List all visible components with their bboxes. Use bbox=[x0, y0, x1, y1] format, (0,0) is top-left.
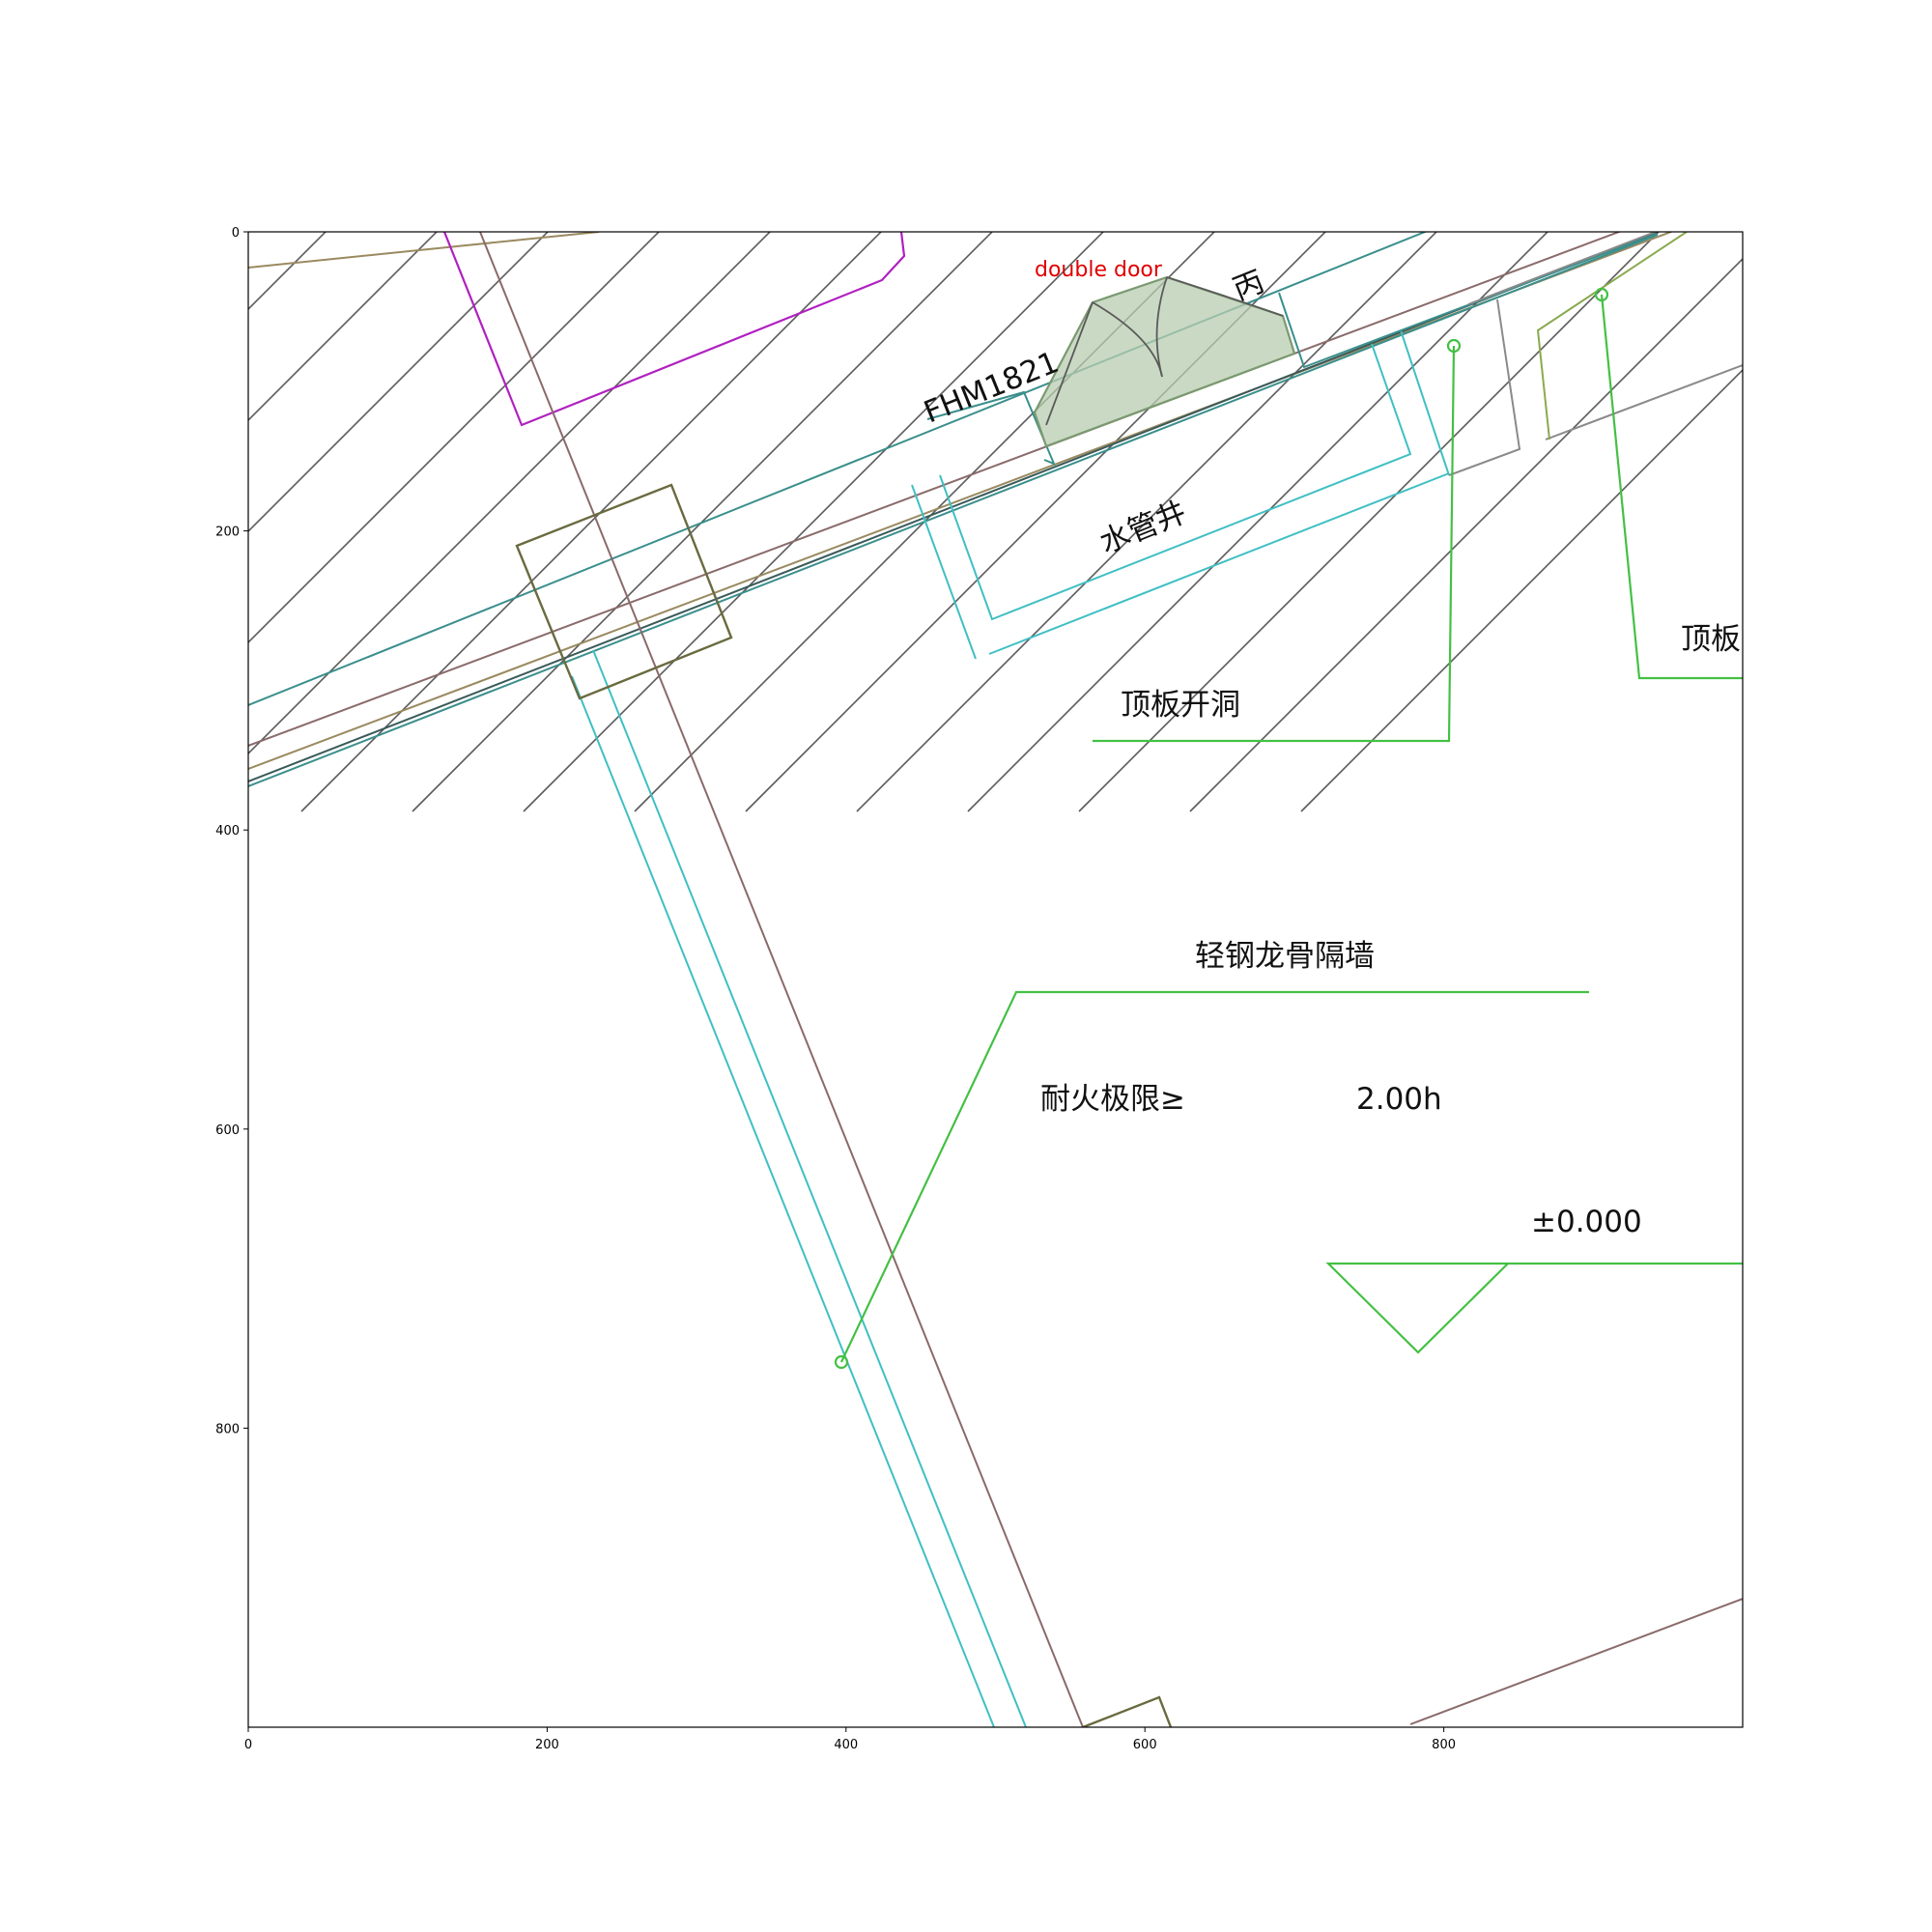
wall-hatch-lines bbox=[248, 232, 1743, 812]
hatch-line bbox=[248, 232, 661, 644]
x-tick-label: 600 bbox=[1133, 1738, 1157, 1752]
elevation-triangle bbox=[1325, 1262, 1743, 1354]
leader-partition-wall bbox=[840, 990, 1589, 1363]
elevation-label: ±0.000 bbox=[1531, 1205, 1642, 1239]
hatch-line bbox=[248, 232, 439, 422]
x-tick-label: 800 bbox=[1432, 1738, 1456, 1752]
olive-green-wall-line bbox=[1536, 232, 1688, 440]
grey-slab-line bbox=[1545, 364, 1743, 440]
shaft-outer-line bbox=[911, 484, 977, 660]
shaft-bottom-line bbox=[988, 472, 1450, 655]
column-wall-line-1 bbox=[571, 675, 995, 1727]
grey-detail-lines bbox=[1448, 232, 1743, 476]
hatch-line bbox=[248, 232, 550, 533]
x-axis-ticks: 0 200 400 600 800 bbox=[244, 1727, 1456, 1752]
olive-bottom-frame bbox=[1082, 1695, 1173, 1727]
brown-diagonal-line bbox=[479, 232, 1084, 1727]
shaft-inner-frame bbox=[939, 343, 1412, 621]
y-tick-label: 400 bbox=[215, 824, 240, 838]
y-tick-label: 800 bbox=[215, 1422, 240, 1436]
magenta-boundary bbox=[442, 232, 906, 427]
x-tick-label: 0 bbox=[244, 1738, 252, 1752]
leader-lines bbox=[834, 287, 1743, 1370]
grey-bracket-right bbox=[1448, 298, 1521, 476]
column-wall-line-2 bbox=[592, 649, 1027, 1727]
water-shaft-outline bbox=[911, 329, 1450, 660]
y-tick-label: 600 bbox=[215, 1123, 240, 1138]
y-tick-label: 200 bbox=[215, 526, 240, 540]
x-tick-label: 400 bbox=[834, 1738, 858, 1752]
water-shaft-label: 水管井 bbox=[1095, 495, 1192, 560]
leader-roof-slab-dot bbox=[1594, 287, 1609, 302]
leader-roof-opening-dot bbox=[1446, 338, 1462, 354]
leader-partition-wall-dot bbox=[834, 1354, 849, 1370]
door-leaf-left bbox=[1045, 301, 1094, 426]
hatch-line bbox=[967, 232, 1549, 812]
brown-lower-right-line bbox=[1409, 1598, 1743, 1725]
cyan-column-walls bbox=[571, 649, 1027, 1727]
hatch-line bbox=[248, 232, 327, 311]
y-axis-ticks: 0 200 400 600 800 bbox=[215, 226, 248, 1436]
hatch-line bbox=[523, 232, 1105, 812]
hatch-line bbox=[248, 232, 772, 755]
leader-roof-slab bbox=[1600, 294, 1743, 680]
hatch-line bbox=[412, 232, 994, 812]
leader-roof-opening bbox=[1093, 345, 1456, 743]
y-tick-label: 0 bbox=[232, 226, 240, 241]
double-door-annotation: double door bbox=[1035, 258, 1163, 282]
wall-line-dark-1 bbox=[248, 232, 1659, 782]
main-wall-band bbox=[248, 232, 1674, 787]
hatch-line bbox=[1189, 257, 1743, 812]
shaft-right-frame bbox=[1400, 329, 1450, 476]
double-door-symbol bbox=[1033, 275, 1296, 448]
grey-slab-line-2 bbox=[1467, 232, 1659, 305]
roof-slab-label: 顶板 bbox=[1681, 622, 1741, 657]
fire-resistance-label: 耐火极限≥ bbox=[1040, 1082, 1185, 1117]
door-swing-arc-far bbox=[1166, 276, 1284, 317]
hatch-line bbox=[300, 232, 883, 812]
fire-rating-value: 2.00h bbox=[1356, 1082, 1442, 1117]
hatch-line bbox=[1300, 368, 1743, 812]
hatch-line bbox=[1078, 232, 1661, 812]
wall-line-brown bbox=[248, 232, 1622, 747]
hatch-line bbox=[856, 232, 1438, 812]
door-wall-detail-right bbox=[1278, 233, 1658, 369]
roof-slab-opening-label: 顶板开洞 bbox=[1121, 688, 1240, 723]
axes-frame bbox=[247, 231, 1744, 1728]
olive-square-frame bbox=[515, 483, 733, 700]
drawing-area bbox=[248, 232, 1743, 1727]
wall-line-top-tan bbox=[248, 232, 600, 269]
hatch-line bbox=[745, 232, 1327, 812]
door-swing-arc-right bbox=[1155, 276, 1168, 378]
x-tick-label: 200 bbox=[535, 1738, 559, 1752]
partition-wall-label: 轻钢龙骨隔墙 bbox=[1195, 939, 1375, 974]
